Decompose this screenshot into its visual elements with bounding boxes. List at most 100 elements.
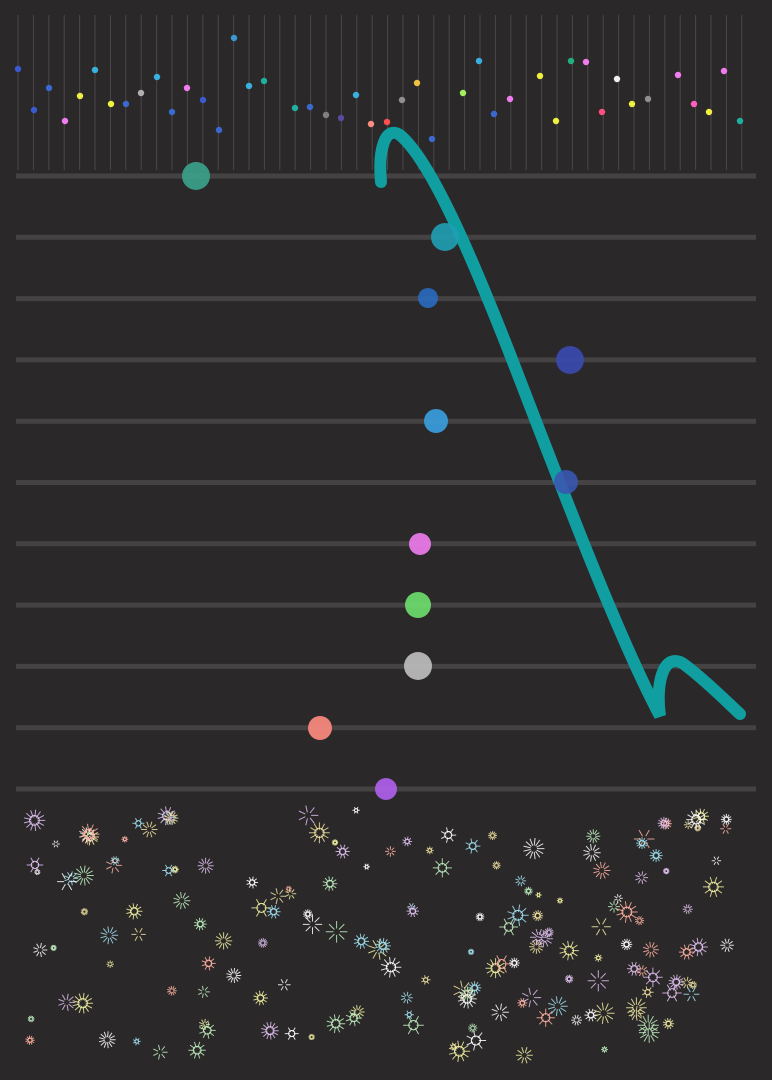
starburst bbox=[638, 1022, 660, 1043]
starburst bbox=[524, 886, 533, 896]
starburst bbox=[78, 823, 100, 845]
small-dot bbox=[536, 72, 544, 80]
large-dot bbox=[409, 533, 431, 555]
small-dot bbox=[30, 106, 38, 114]
starburst bbox=[121, 835, 129, 843]
starburst bbox=[253, 990, 268, 1006]
small-dot bbox=[91, 66, 99, 74]
starburst bbox=[302, 914, 323, 935]
starburst bbox=[593, 861, 611, 880]
starbursts bbox=[23, 805, 734, 1064]
small-dot bbox=[613, 75, 621, 83]
starburst bbox=[26, 857, 44, 873]
star-ring bbox=[203, 1026, 212, 1035]
vertical-lines bbox=[17, 15, 743, 170]
starburst bbox=[406, 904, 419, 918]
star-ring bbox=[708, 881, 719, 893]
starburst bbox=[686, 809, 706, 830]
starburst bbox=[425, 846, 434, 855]
starburst bbox=[385, 846, 396, 857]
star-ring bbox=[256, 902, 267, 913]
large-dot bbox=[431, 223, 459, 251]
starburst bbox=[448, 1040, 471, 1062]
starburst bbox=[678, 944, 695, 960]
star-ring bbox=[664, 869, 669, 874]
small-dot bbox=[720, 67, 728, 75]
starburst bbox=[466, 1030, 487, 1051]
star-ring bbox=[192, 1045, 202, 1055]
starburst bbox=[421, 975, 431, 985]
small-dot bbox=[459, 89, 467, 97]
starburst bbox=[680, 976, 693, 989]
starburst bbox=[507, 904, 529, 927]
starburst bbox=[499, 918, 519, 936]
small-dot bbox=[552, 117, 560, 125]
starburst bbox=[711, 856, 722, 866]
small-dot bbox=[61, 117, 69, 125]
starburst bbox=[468, 1023, 478, 1033]
small-dot bbox=[199, 96, 207, 104]
starburst bbox=[488, 831, 497, 840]
starburst bbox=[285, 885, 292, 892]
small-dot bbox=[428, 135, 436, 143]
starburst bbox=[284, 1027, 299, 1040]
starburst bbox=[303, 909, 313, 919]
star-ring bbox=[364, 864, 369, 869]
starburst bbox=[153, 1044, 168, 1060]
starburst bbox=[465, 838, 481, 854]
large-dot bbox=[405, 592, 431, 618]
starburst bbox=[188, 1041, 206, 1059]
star-ring bbox=[691, 814, 702, 825]
star-ring bbox=[406, 1012, 412, 1018]
star-ring bbox=[564, 945, 575, 956]
starburst bbox=[74, 865, 94, 886]
starburst bbox=[635, 871, 649, 885]
star-ring bbox=[83, 828, 95, 840]
star-ring bbox=[648, 972, 658, 983]
small-dot bbox=[628, 100, 636, 108]
starburst bbox=[432, 858, 452, 878]
starburst bbox=[80, 908, 88, 916]
starburst bbox=[614, 893, 623, 903]
starburst bbox=[509, 957, 520, 969]
small-dot bbox=[690, 100, 698, 108]
starburst bbox=[571, 1014, 582, 1026]
starburst bbox=[50, 944, 57, 952]
starburst bbox=[720, 813, 732, 825]
starburst bbox=[720, 938, 734, 952]
starburst bbox=[261, 1021, 279, 1040]
small-dot bbox=[122, 100, 130, 108]
starburst bbox=[556, 897, 564, 904]
starburst bbox=[325, 921, 348, 943]
starburst bbox=[682, 904, 693, 915]
starburst bbox=[515, 1047, 533, 1064]
small-dot bbox=[153, 73, 161, 81]
small-dot bbox=[413, 79, 421, 87]
starburst bbox=[126, 903, 143, 920]
star-ring bbox=[470, 1035, 481, 1046]
starburst bbox=[634, 915, 645, 926]
starburst bbox=[322, 876, 338, 892]
star-ring bbox=[135, 820, 142, 827]
starburst bbox=[637, 1014, 659, 1036]
star-ring bbox=[652, 852, 660, 860]
large-dot bbox=[424, 409, 448, 433]
starburst bbox=[380, 956, 402, 978]
starburst bbox=[517, 997, 528, 1008]
small-dot bbox=[352, 91, 360, 99]
starburst bbox=[662, 1018, 675, 1030]
starburst bbox=[620, 938, 633, 951]
starburst bbox=[141, 821, 158, 838]
small-dot bbox=[168, 108, 176, 116]
starburst bbox=[702, 876, 724, 898]
starburst bbox=[197, 985, 210, 999]
curve bbox=[374, 126, 746, 720]
star-ring bbox=[660, 819, 668, 827]
star-ring bbox=[385, 962, 397, 973]
star-ring bbox=[378, 941, 387, 950]
small-dot bbox=[506, 95, 514, 103]
starburst bbox=[492, 861, 501, 870]
star-ring bbox=[305, 911, 311, 917]
large-dot bbox=[418, 288, 438, 308]
small-dot bbox=[137, 89, 145, 97]
